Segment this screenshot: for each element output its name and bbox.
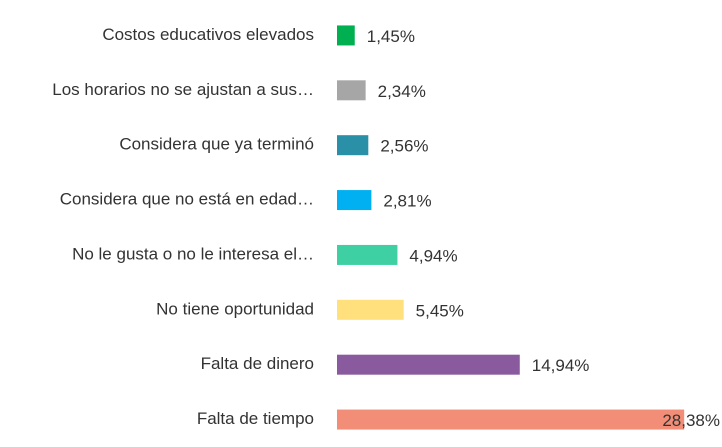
category-label: Los horarios no se ajustan a sus… <box>52 80 314 99</box>
bar <box>337 299 404 320</box>
category-label: Costos educativos elevados <box>102 25 314 44</box>
bar <box>337 25 355 46</box>
category-label: Considera que no está en edad… <box>60 190 314 209</box>
bar <box>337 409 685 430</box>
bar <box>337 80 366 101</box>
value-label: 1,45% <box>367 27 415 46</box>
category-label: No le gusta o no le interesa el… <box>72 244 314 263</box>
value-label: 2,81% <box>383 192 431 211</box>
value-label: 5,45% <box>416 301 464 320</box>
bar <box>337 354 520 375</box>
value-label: 2,34% <box>378 82 426 101</box>
bar <box>337 135 369 156</box>
value-label: 28,38% <box>662 411 720 430</box>
bar <box>337 244 398 265</box>
value-label: 14,94% <box>532 356 590 375</box>
category-label: No tiene oportunidad <box>156 299 314 318</box>
category-label: Falta de tiempo <box>197 409 314 428</box>
category-label: Considera que ya terminó <box>119 135 314 154</box>
bar <box>337 190 372 211</box>
value-label: 4,94% <box>409 246 457 265</box>
value-label: 2,56% <box>380 137 428 156</box>
category-label: Falta de dinero <box>201 354 314 373</box>
